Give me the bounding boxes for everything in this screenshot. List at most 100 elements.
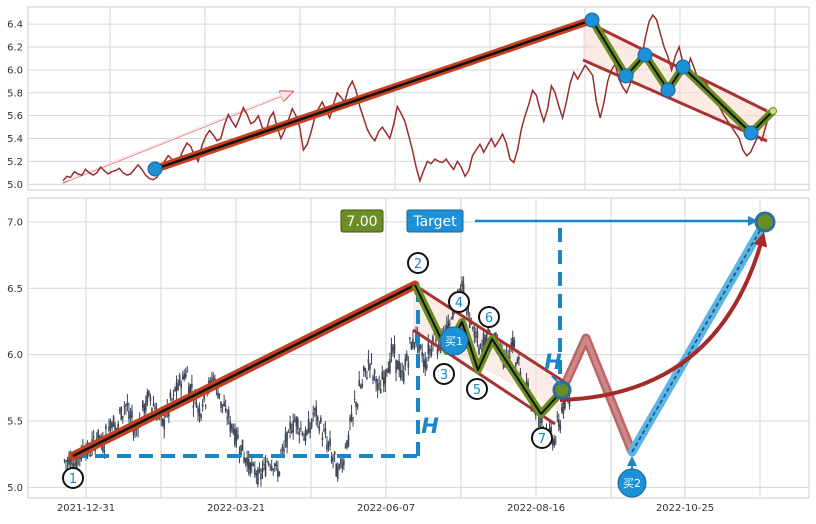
candle-body: [212, 376, 215, 380]
candle-body: [447, 320, 450, 331]
pattern-point: 6: [478, 306, 500, 328]
candle-body: [189, 384, 192, 393]
candle-body: [478, 346, 480, 355]
candle-body: [230, 424, 233, 429]
candle-body: [367, 358, 370, 363]
candle-body: [128, 410, 130, 420]
candle-body: [386, 369, 388, 373]
candle-body: [135, 428, 138, 430]
candle-body: [188, 386, 190, 395]
candle-body: [326, 443, 328, 450]
candle-body: [338, 464, 341, 468]
candle-body: [171, 398, 173, 400]
x-tick-label: 2022-03-21: [207, 503, 265, 514]
candle-body: [436, 349, 439, 355]
candle-body: [298, 431, 301, 436]
candle-body: [392, 346, 394, 352]
candle-body: [105, 425, 107, 430]
buy1-label: 买1: [445, 335, 463, 348]
candle-body: [335, 463, 337, 477]
pattern-point: 1: [62, 467, 84, 489]
overview-marker: [147, 161, 163, 177]
candle-body: [493, 333, 496, 335]
candle-body: [461, 280, 463, 287]
candle-body: [184, 372, 187, 378]
candle-body: [122, 416, 124, 419]
candle-body: [432, 336, 434, 344]
candle-body: [548, 427, 551, 432]
pattern-point: 2: [407, 252, 429, 274]
candle-body: [508, 356, 511, 360]
candle-body: [425, 364, 428, 369]
candle-body: [103, 450, 106, 453]
candle-body: [484, 337, 486, 345]
candle-body: [154, 406, 156, 410]
candle-body: [301, 432, 304, 435]
y-tick-label: 5.8: [7, 88, 23, 99]
candle-body: [223, 401, 225, 407]
candle-body: [146, 391, 149, 403]
candle-body: [197, 408, 199, 413]
candle-body: [89, 455, 92, 457]
candle-body: [277, 469, 279, 478]
y-tick-label: 5.4: [7, 134, 23, 145]
candle-body: [281, 446, 284, 450]
candle-body: [381, 371, 384, 380]
candle-body: [169, 392, 172, 399]
candlestick-x-ticks: 2021-12-31 2022-03-21 2022-06-07 2022-08-16…: [57, 503, 714, 514]
candle-body: [427, 342, 430, 355]
candle-body: [267, 463, 270, 465]
overview-y-ticks: 5.0 5.2 5.4 5.6 5.8 6.0 6.2 6.4: [7, 20, 23, 191]
candle-body: [66, 459, 69, 463]
candle-body: [224, 408, 227, 411]
candle-body: [71, 463, 73, 466]
candle-body: [309, 427, 311, 433]
target-label-text: Target: [412, 214, 457, 230]
candle-body: [329, 438, 331, 447]
candle-body: [220, 401, 222, 408]
candle-body: [488, 330, 491, 334]
candle-body: [149, 397, 152, 402]
overview-pink-arrow-inner: [67, 94, 283, 181]
candle-body: [435, 339, 437, 342]
candle-body: [538, 416, 540, 427]
candle-body: [181, 376, 184, 380]
candle-body: [398, 360, 400, 371]
candle-body: [347, 434, 350, 446]
y-tick-label: 5.0: [7, 483, 23, 494]
candle-body: [74, 462, 77, 465]
y-tick-label: 5.5: [7, 417, 23, 428]
pattern-point-label: 6: [485, 311, 493, 326]
y-tick-label: 5.6: [7, 111, 23, 122]
y-tick-label: 5.0: [7, 180, 23, 191]
buy1-marker: [439, 326, 469, 356]
candle-body: [356, 404, 359, 407]
candle-body: [270, 466, 273, 470]
candle-body: [111, 423, 113, 428]
candle-body: [473, 330, 476, 337]
buy2-marker: [617, 468, 647, 498]
target-marker: [754, 211, 776, 233]
pattern-point: 7: [531, 427, 553, 449]
candle-body: [263, 463, 265, 465]
candle-body: [250, 462, 253, 467]
candle-body: [355, 402, 357, 407]
candle-body: [304, 429, 307, 442]
candle-body: [541, 416, 543, 424]
candle-body: [562, 401, 565, 414]
y-tick-label: 6.2: [7, 43, 23, 54]
candle-body: [79, 457, 81, 459]
candle-body: [163, 420, 166, 430]
candle-body: [407, 361, 410, 368]
candle-body: [234, 429, 236, 445]
candle-body: [75, 455, 78, 469]
candle-body: [226, 417, 228, 419]
overview-price-line: [62, 13, 774, 184]
candle-body: [350, 413, 353, 422]
candle-body: [409, 337, 411, 340]
candle-body: [273, 463, 276, 467]
candle-body: [246, 457, 248, 466]
overview-marker: [584, 12, 600, 28]
candle-body: [402, 372, 405, 383]
candle-body: [143, 405, 146, 413]
